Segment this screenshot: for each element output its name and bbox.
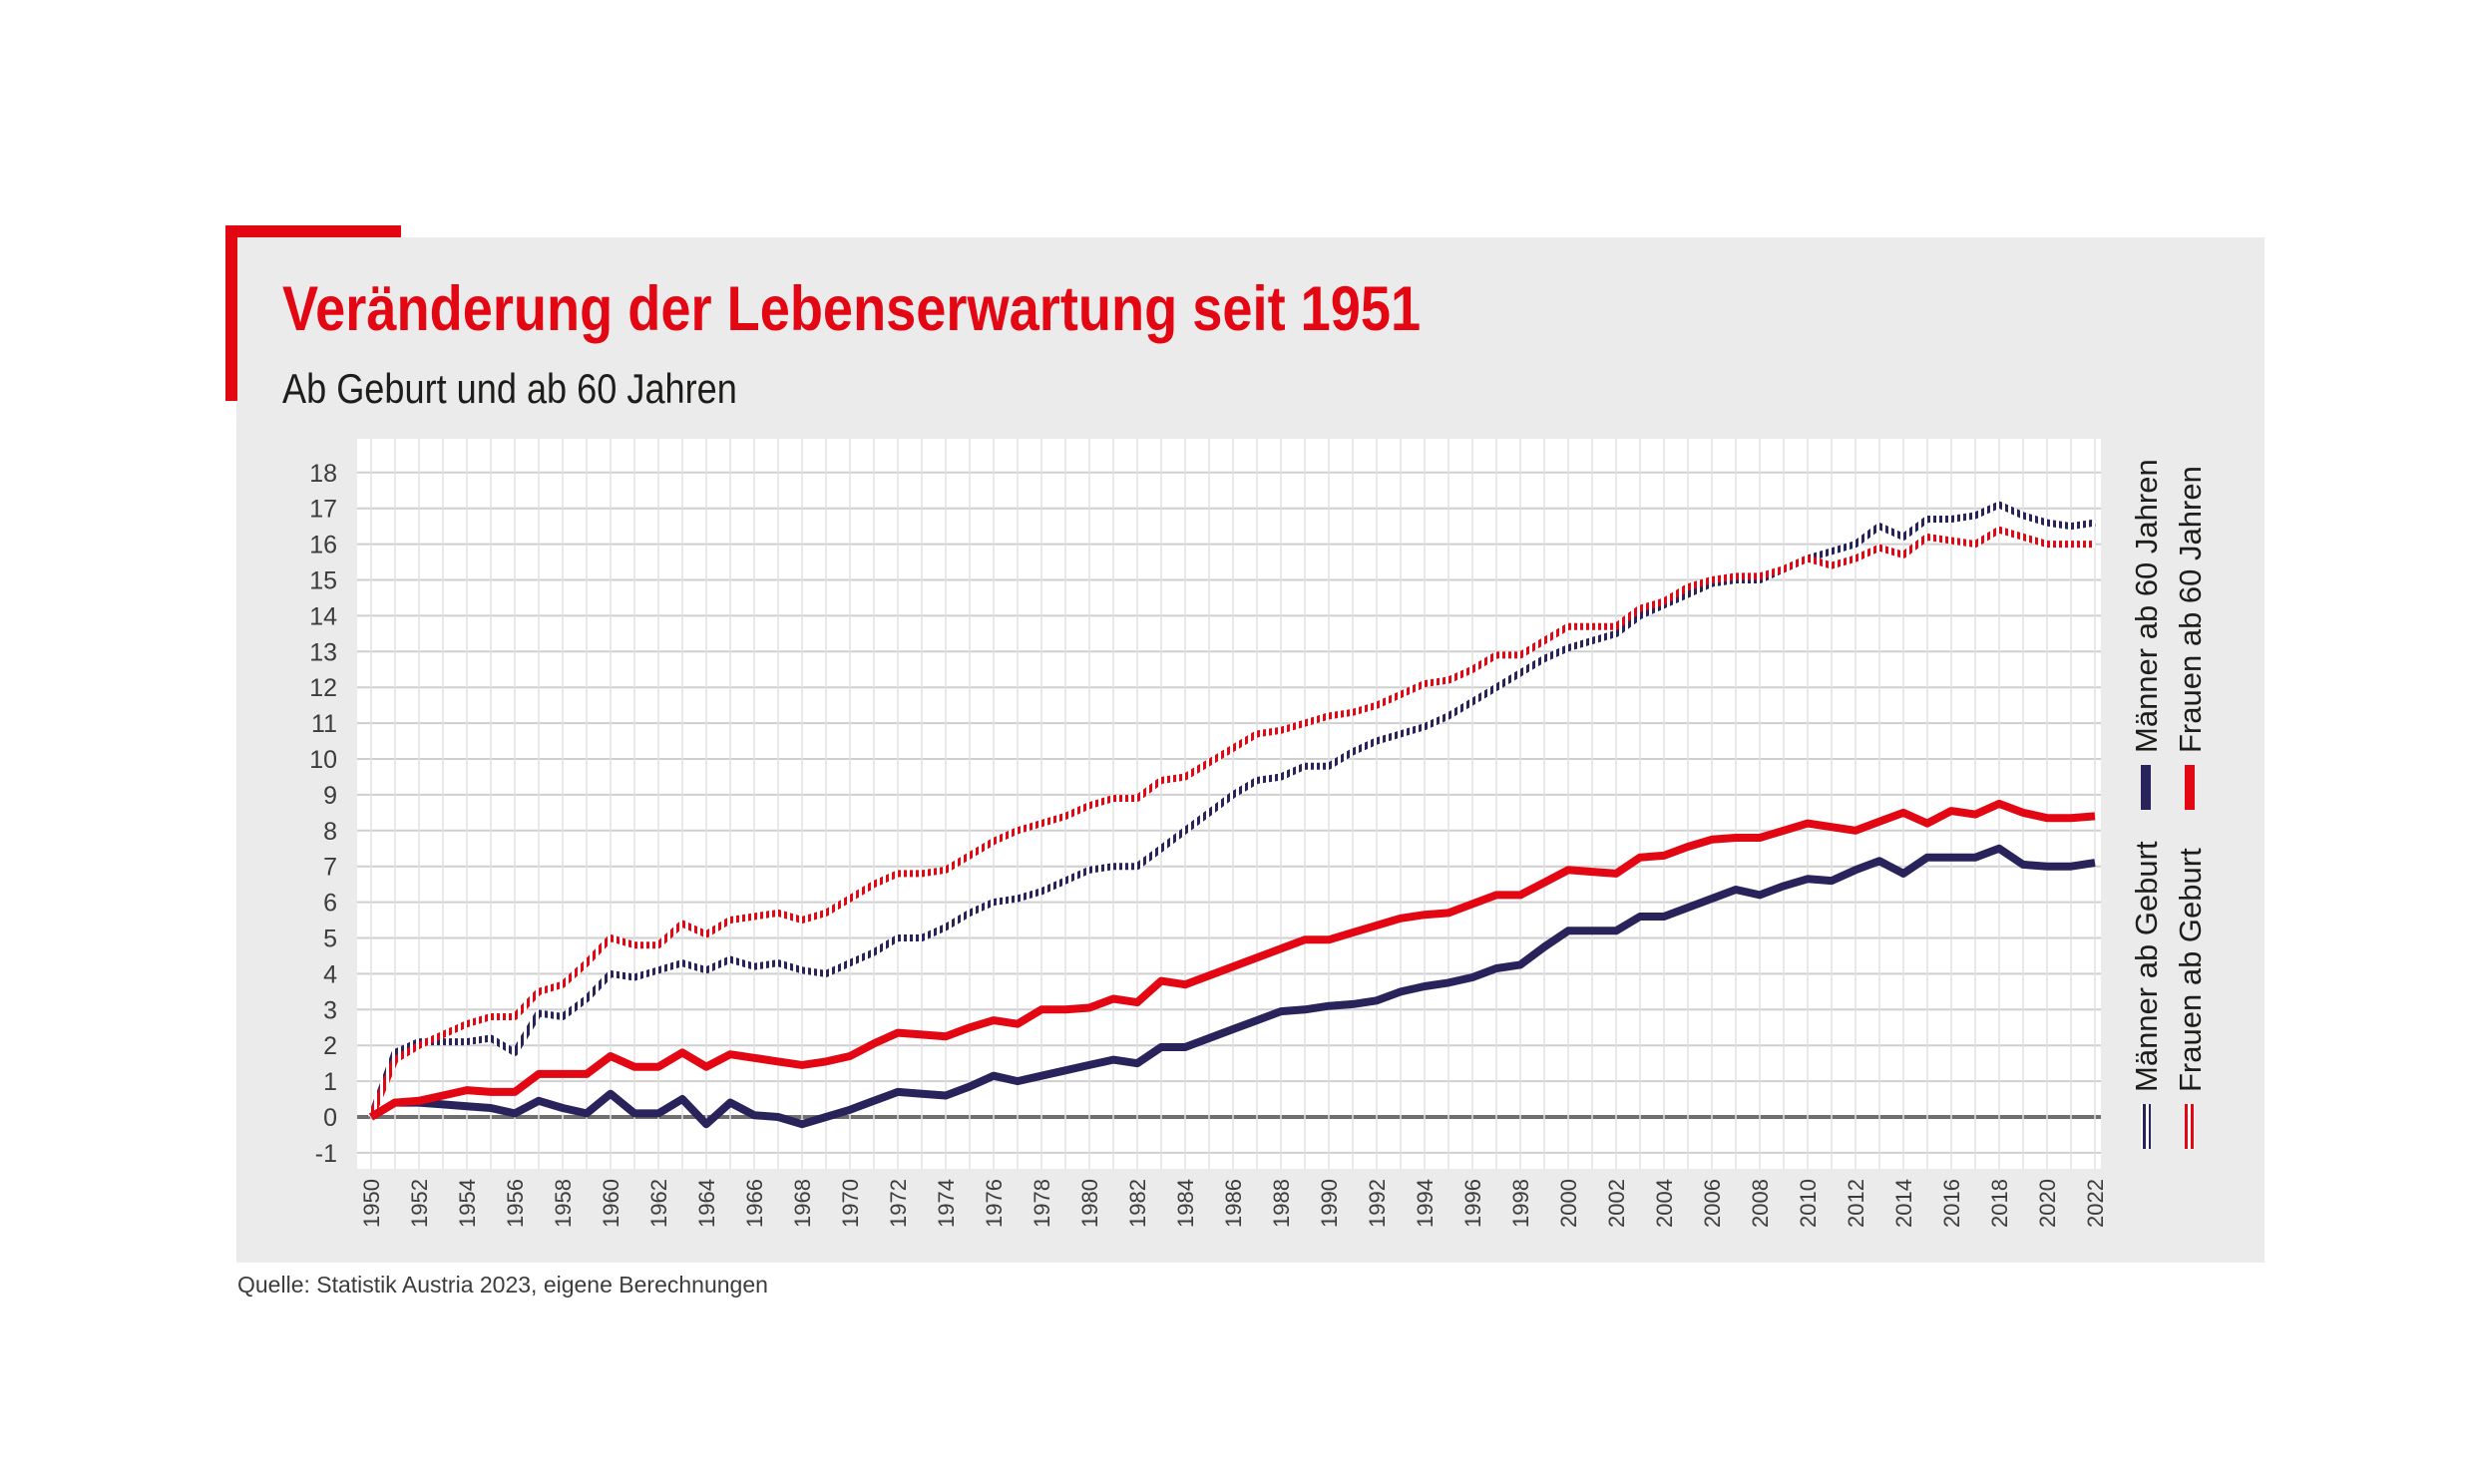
legend: Männer ab 60 Jahren Frauen ab 60 Jahren Mä…	[2129, 459, 2208, 1149]
x-tick-label: 1984	[1173, 1179, 1198, 1228]
y-tick-label: 12	[309, 674, 337, 702]
x-tick-label: 1954	[455, 1179, 480, 1228]
y-tick-label: 6	[323, 890, 337, 918]
x-tick-label: 1956	[503, 1179, 528, 1228]
legend-swatch	[2185, 765, 2195, 810]
x-tick-label: 2006	[1700, 1179, 1725, 1228]
x-tick-label: 2022	[2083, 1179, 2108, 1228]
x-tick-label: 1998	[1508, 1179, 1533, 1228]
x-tick-label: 1986	[1221, 1179, 1246, 1228]
y-tick-label: 18	[309, 460, 337, 488]
x-tick-label: 2002	[1604, 1179, 1629, 1228]
x-tick-label: 2010	[1796, 1179, 1821, 1228]
y-tick-label: 10	[309, 746, 337, 774]
legend-label: Männer ab 60 Jahren	[2129, 459, 2164, 753]
y-tick-label: 15	[309, 567, 337, 595]
y-tick-label: 0	[323, 1104, 337, 1132]
x-tick-label: 1966	[742, 1179, 767, 1228]
x-tick-label: 1960	[599, 1179, 623, 1228]
legend-swatch	[2185, 1104, 2195, 1149]
x-tick-label: 2012	[1844, 1179, 1868, 1228]
series-line-3	[368, 799, 2096, 1121]
accent-bar-vertical	[225, 225, 237, 401]
y-tick-label: 2	[323, 1032, 337, 1060]
x-tick-label: 1970	[838, 1179, 863, 1228]
x-tick-label: 1974	[934, 1179, 959, 1228]
x-tick-label: 1990	[1317, 1179, 1342, 1228]
x-tick-label: 1952	[407, 1179, 432, 1228]
chart-title: Veränderung der Lebenserwartung seit 195…	[282, 274, 1422, 344]
y-tick-label: 9	[323, 782, 337, 810]
x-tick-label: 1992	[1365, 1179, 1390, 1228]
x-tick-label: 2018	[1987, 1179, 2012, 1228]
x-axis-ticks: 1950 1952 1954 1956 1958 1960 1962 1964 1966 1968…	[359, 1179, 2108, 1228]
accent-bar-horizontal	[225, 225, 401, 237]
x-tick-label: 2016	[1939, 1179, 1964, 1228]
y-tick-label: 16	[309, 532, 337, 559]
y-tick-label: 8	[323, 818, 337, 846]
x-tick-label: 1968	[790, 1179, 815, 1228]
y-tick-label: 13	[309, 638, 337, 666]
y-tick-label: 4	[323, 960, 337, 988]
legend-label: Frauen ab 60 Jahren	[2173, 466, 2208, 753]
x-tick-label: 1964	[694, 1179, 719, 1228]
x-tick-label: 1978	[1030, 1179, 1054, 1228]
x-tick-label: 2014	[1891, 1179, 1916, 1228]
legend-swatch	[2141, 1104, 2151, 1149]
x-tick-label: 2008	[1748, 1179, 1773, 1228]
x-tick-label: 1996	[1460, 1179, 1485, 1228]
x-tick-label: 2000	[1556, 1179, 1581, 1228]
y-tick-label: 17	[309, 496, 337, 524]
x-tick-label: 1994	[1413, 1179, 1438, 1228]
x-tick-label: 1976	[982, 1179, 1007, 1228]
series-line-2	[368, 844, 2096, 1129]
source-note: Quelle: Statistik Austria 2023, eigene B…	[237, 1272, 768, 1298]
chart-subtitle: Ab Geburt und ab 60 Jahren	[282, 365, 737, 412]
x-tick-label: 2020	[2035, 1179, 2060, 1228]
legend-swatch	[2141, 765, 2151, 810]
x-tick-label: 1972	[886, 1179, 911, 1228]
y-tick-label: 14	[309, 602, 337, 630]
x-tick-label: 1958	[551, 1179, 576, 1228]
y-tick-label: -1	[315, 1140, 337, 1168]
y-tick-label: 5	[323, 926, 337, 953]
x-tick-label: 1982	[1125, 1179, 1150, 1228]
y-tick-label: 7	[323, 854, 337, 882]
x-tick-label: 1980	[1077, 1179, 1102, 1228]
series-line-1	[367, 526, 2095, 1119]
series	[367, 501, 2096, 1129]
legend-label: Männer ab Geburt	[2129, 841, 2164, 1092]
x-tick-label: 1962	[646, 1179, 671, 1228]
x-tick-label: 1988	[1269, 1179, 1294, 1228]
y-tick-label: 3	[323, 996, 337, 1024]
x-tick-label: 2004	[1652, 1179, 1677, 1228]
legend-label: Frauen ab Geburt	[2173, 848, 2208, 1092]
y-tick-label: 11	[311, 710, 337, 738]
y-tick-label: 1	[323, 1068, 337, 1096]
x-tick-label: 1950	[359, 1179, 384, 1228]
